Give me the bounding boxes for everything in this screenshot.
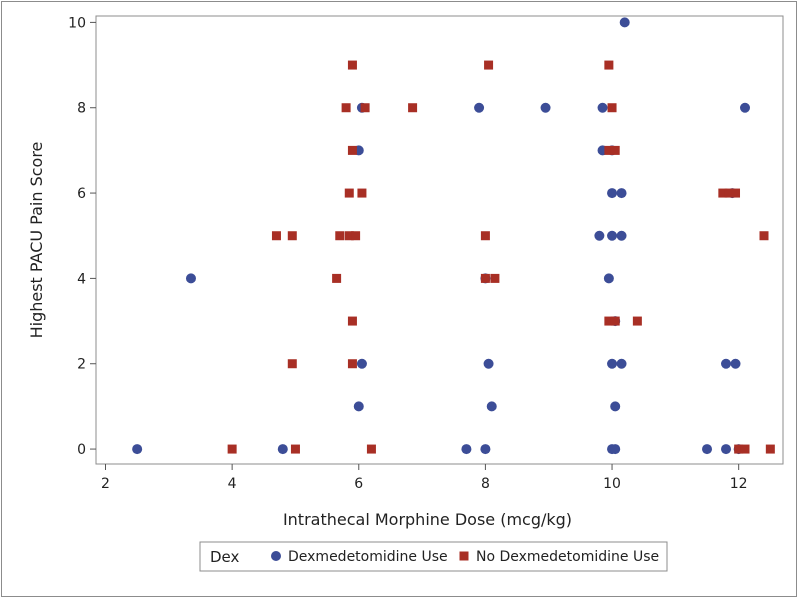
data-point-no-dexmedetomidine bbox=[347, 145, 357, 155]
data-point-no-dexmedetomidine bbox=[734, 444, 744, 454]
data-point-dexmedetomidine bbox=[610, 401, 621, 412]
y-tick-label: 8 bbox=[77, 101, 86, 117]
data-point-dexmedetomidine bbox=[610, 444, 621, 455]
data-point-no-dexmedetomidine bbox=[765, 444, 775, 454]
data-point-no-dexmedetomidine bbox=[271, 231, 281, 241]
data-point-dexmedetomidine bbox=[603, 273, 614, 284]
data-point-no-dexmedetomidine bbox=[344, 231, 354, 241]
data-point-dexmedetomidine bbox=[619, 17, 630, 28]
data-point-no-dexmedetomidine bbox=[610, 316, 620, 326]
data-points bbox=[132, 17, 775, 455]
data-point-no-dexmedetomidine bbox=[759, 231, 769, 241]
legend-label: Dexmedetomidine Use bbox=[288, 549, 448, 565]
x-tick-label: 12 bbox=[730, 476, 748, 492]
x-tick-label: 8 bbox=[481, 476, 490, 492]
data-point-dexmedetomidine bbox=[616, 188, 627, 199]
data-point-dexmedetomidine bbox=[185, 273, 196, 284]
y-tick-label: 10 bbox=[68, 15, 86, 31]
data-point-dexmedetomidine bbox=[474, 102, 485, 113]
data-point-dexmedetomidine bbox=[616, 230, 627, 241]
y-tick-label: 6 bbox=[77, 186, 86, 202]
data-point-no-dexmedetomidine bbox=[366, 444, 376, 454]
data-point-dexmedetomidine bbox=[594, 230, 605, 241]
data-point-dexmedetomidine bbox=[607, 188, 618, 199]
data-point-dexmedetomidine bbox=[480, 444, 491, 455]
data-point-dexmedetomidine bbox=[607, 358, 618, 369]
data-point-no-dexmedetomidine bbox=[287, 359, 297, 369]
data-point-no-dexmedetomidine bbox=[632, 316, 642, 326]
x-tick-label: 4 bbox=[228, 476, 237, 492]
data-point-dexmedetomidine bbox=[721, 358, 732, 369]
data-point-no-dexmedetomidine bbox=[344, 188, 354, 198]
x-axis: 2 4 6 8 10 12 bbox=[101, 464, 748, 492]
data-point-no-dexmedetomidine bbox=[227, 444, 237, 454]
legend-label: No Dexmedetomidine Use bbox=[476, 549, 659, 565]
data-point-no-dexmedetomidine bbox=[607, 103, 617, 113]
data-point-dexmedetomidine bbox=[721, 444, 732, 455]
legend-marker-circle bbox=[271, 551, 281, 561]
data-point-no-dexmedetomidine bbox=[480, 273, 490, 283]
data-point-dexmedetomidine bbox=[702, 444, 713, 455]
data-point-dexmedetomidine bbox=[132, 444, 143, 455]
data-point-no-dexmedetomidine bbox=[347, 60, 357, 70]
x-tick-label: 6 bbox=[354, 476, 363, 492]
data-point-dexmedetomidine bbox=[461, 444, 472, 455]
data-point-no-dexmedetomidine bbox=[718, 188, 728, 198]
data-point-no-dexmedetomidine bbox=[604, 60, 614, 70]
x-tick-label: 2 bbox=[101, 476, 110, 492]
data-point-no-dexmedetomidine bbox=[480, 231, 490, 241]
data-point-no-dexmedetomidine bbox=[357, 188, 367, 198]
x-tick-label: 10 bbox=[603, 476, 621, 492]
data-point-dexmedetomidine bbox=[730, 358, 741, 369]
data-point-dexmedetomidine bbox=[540, 102, 551, 113]
data-point-dexmedetomidine bbox=[597, 102, 608, 113]
data-point-no-dexmedetomidine bbox=[604, 316, 614, 326]
data-point-no-dexmedetomidine bbox=[484, 60, 494, 70]
data-point-no-dexmedetomidine bbox=[740, 444, 750, 454]
y-axis: 0 2 4 6 8 10 bbox=[68, 15, 96, 458]
data-point-no-dexmedetomidine bbox=[332, 273, 342, 283]
data-point-dexmedetomidine bbox=[356, 358, 367, 369]
data-point-dexmedetomidine bbox=[483, 358, 494, 369]
data-point-no-dexmedetomidine bbox=[341, 103, 351, 113]
data-point-no-dexmedetomidine bbox=[335, 231, 345, 241]
y-axis-title: Highest PACU Pain Score bbox=[27, 142, 46, 339]
data-point-no-dexmedetomidine bbox=[290, 444, 300, 454]
data-point-no-dexmedetomidine bbox=[731, 188, 741, 198]
data-point-dexmedetomidine bbox=[353, 401, 364, 412]
data-point-no-dexmedetomidine bbox=[347, 316, 357, 326]
data-point-dexmedetomidine bbox=[277, 444, 288, 455]
data-point-dexmedetomidine bbox=[486, 401, 497, 412]
y-tick-label: 0 bbox=[77, 442, 86, 458]
data-point-dexmedetomidine bbox=[616, 358, 627, 369]
legend-entries: Dexmedetomidine Use No Dexmedetomidine Us… bbox=[271, 549, 659, 565]
data-point-no-dexmedetomidine bbox=[604, 145, 614, 155]
legend-marker-square bbox=[459, 551, 469, 561]
y-tick-label: 4 bbox=[77, 271, 86, 287]
data-point-no-dexmedetomidine bbox=[287, 231, 297, 241]
data-point-no-dexmedetomidine bbox=[724, 188, 734, 198]
data-point-no-dexmedetomidine bbox=[351, 231, 361, 241]
data-point-no-dexmedetomidine bbox=[347, 359, 357, 369]
plot-area bbox=[95, 15, 784, 465]
data-point-no-dexmedetomidine bbox=[360, 103, 370, 113]
data-point-dexmedetomidine bbox=[607, 230, 618, 241]
data-point-dexmedetomidine bbox=[740, 102, 751, 113]
data-point-no-dexmedetomidine bbox=[408, 103, 418, 113]
data-point-no-dexmedetomidine bbox=[610, 145, 620, 155]
legend-title: Dex bbox=[210, 548, 240, 566]
y-tick-label: 2 bbox=[77, 357, 86, 373]
x-axis-title: Intrathecal Morphine Dose (mcg/kg) bbox=[283, 510, 572, 529]
legend: Dex Dexmedetomidine Use No Dexmedetomidin… bbox=[199, 541, 668, 572]
data-point-no-dexmedetomidine bbox=[490, 273, 500, 283]
